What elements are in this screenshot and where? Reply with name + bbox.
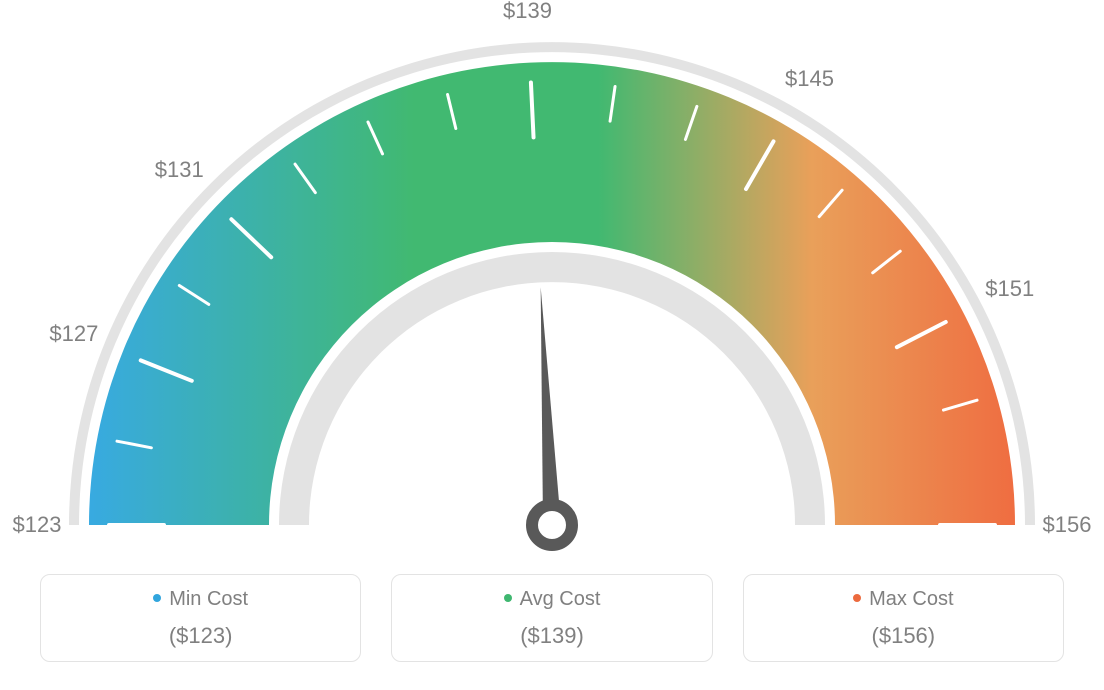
tick-label: $127 [49, 321, 98, 347]
legend-card-min: Min Cost ($123) [40, 574, 361, 662]
legend-title-text: Min Cost [169, 588, 248, 610]
legend-title: Max Cost [754, 589, 1053, 609]
dot-icon [853, 594, 861, 602]
legend-row: Min Cost ($123) Avg Cost ($139) Max Cost… [40, 574, 1064, 662]
tick-label: $139 [503, 0, 552, 24]
gauge-svg [0, 0, 1104, 560]
tick-label: $151 [985, 276, 1034, 302]
legend-value: ($156) [754, 623, 1053, 649]
tick-label: $131 [155, 157, 204, 183]
dot-icon [504, 594, 512, 602]
tick-label: $156 [1043, 512, 1092, 538]
legend-card-max: Max Cost ($156) [743, 574, 1064, 662]
tick-label: $123 [13, 512, 62, 538]
legend-card-avg: Avg Cost ($139) [391, 574, 712, 662]
gauge-chart: $123 $127 $131 $139 $145 $151 $156 [0, 0, 1104, 560]
legend-title-text: Max Cost [869, 588, 953, 610]
legend-title: Min Cost [51, 589, 350, 609]
dot-icon [153, 594, 161, 602]
legend-title: Avg Cost [402, 589, 701, 609]
tick-label: $145 [785, 66, 834, 92]
legend-value: ($139) [402, 623, 701, 649]
legend-value: ($123) [51, 623, 350, 649]
legend-title-text: Avg Cost [520, 588, 601, 610]
